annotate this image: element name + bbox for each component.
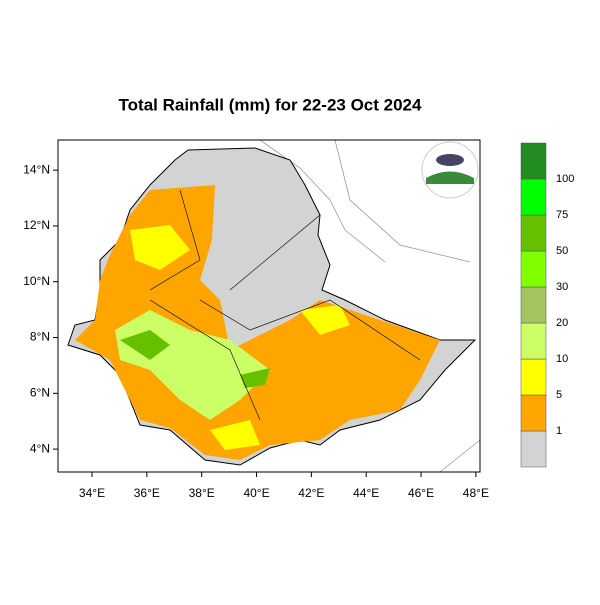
y-tick-label: 10°N (23, 274, 50, 288)
x-tick-label: 42°E (298, 486, 324, 500)
region-border (149, 189, 421, 421)
map-frame (57, 139, 481, 473)
x-tick-label: 46°E (408, 486, 434, 500)
colorbar-box (520, 358, 547, 396)
colorbar-label: 100 (556, 173, 574, 185)
colorbar-label: 75 (556, 209, 568, 221)
rain-area (130, 225, 350, 450)
x-tick-label: 48°E (463, 486, 489, 500)
map-title: Total Rainfall (mm) for 22-23 Oct 2024 (119, 95, 422, 114)
map-area (67, 139, 481, 473)
x-tick-label: 44°E (353, 486, 379, 500)
colorbar-box (520, 178, 547, 216)
colorbar-label: 20 (556, 317, 568, 329)
x-tick-label: 40°E (243, 486, 269, 500)
x-tick-label: 38°E (189, 486, 215, 500)
logo (421, 141, 479, 199)
colorbar-box (520, 394, 547, 432)
x-tick-label: 34°E (79, 486, 105, 500)
y-tick-label: 12°N (23, 218, 50, 232)
y-tick-label: 8°N (30, 330, 50, 344)
colorbar-label: 10 (556, 353, 568, 365)
rain-area (120, 330, 270, 388)
y-tick-label: 14°N (23, 162, 50, 176)
colorbar-box (520, 142, 547, 180)
colorbar-box (520, 430, 547, 468)
colorbar-label: 50 (556, 245, 568, 257)
colorbar-box (520, 286, 547, 324)
x-tick-label: 36°E (134, 486, 160, 500)
colorbar-label: 5 (556, 389, 562, 401)
colorbar-box (520, 250, 547, 288)
colorbar-box (520, 322, 547, 360)
y-tick-label: 4°N (30, 441, 50, 455)
y-tick-label: 6°N (30, 385, 50, 399)
colorbar-label: 30 (556, 281, 568, 293)
colorbar-box (520, 214, 547, 252)
colorbar-label: 1 (556, 425, 562, 437)
